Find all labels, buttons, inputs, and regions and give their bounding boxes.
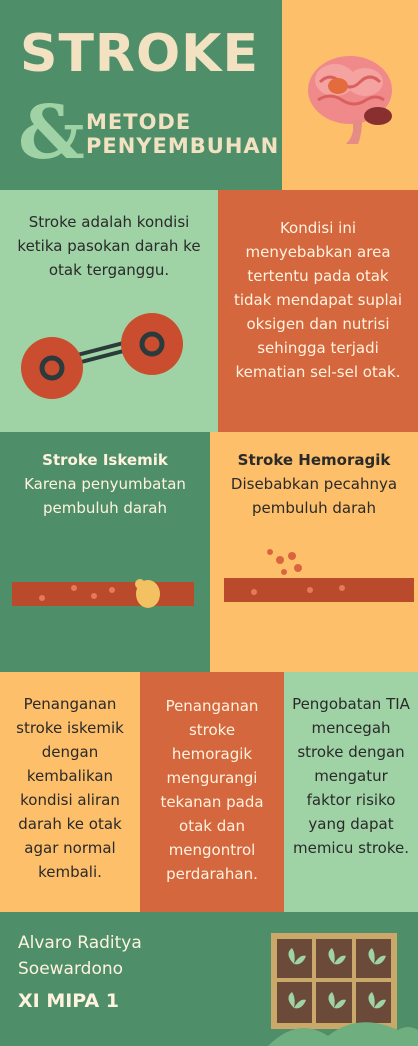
ischemic-block: Stroke Iskemik Karena penyumbatan pembul… (0, 432, 210, 672)
definition-block: Stroke adalah kondisi ketika pasokan dar… (0, 190, 218, 432)
subtitle: METODE PENYEMBUHAN (86, 110, 279, 158)
page-title: STROKE (20, 24, 259, 84)
subtitle-line2: PENYEMBUHAN (86, 134, 280, 158)
treatment-tia-text: Pengobatan TIA mencegah stroke dengan me… (292, 695, 410, 857)
treatment-hemorrhagic-text: Penanganan stroke hemoragik mengurangi t… (160, 697, 264, 883)
author-line2: Soewardono (18, 959, 124, 979)
author-line1: Alvaro Raditya (18, 933, 142, 953)
class-label: XI MIPA 1 (18, 990, 120, 1012)
hemorrhagic-title: Stroke Hemoragik (237, 451, 391, 469)
treatment-hemorrhagic-block: Penanganan stroke hemoragik mengurangi t… (140, 672, 284, 912)
footer: Alvaro Raditya Soewardono XI MIPA 1 (0, 912, 418, 1046)
hemorrhagic-info: Stroke Hemoragik Disebabkan pecahnya pem… (210, 448, 418, 520)
ruptured-vessel-icon (224, 549, 414, 602)
author-name: Alvaro Raditya Soewardono (18, 930, 142, 982)
definition-text: Stroke adalah kondisi ketika pasokan dar… (17, 213, 201, 279)
ischemic-desc: Karena penyumbatan pembuluh darah (24, 475, 186, 517)
effect-text: Kondisi ini menyebabkan area tertentu pa… (233, 219, 402, 381)
plant-tray-icon (268, 933, 418, 1046)
hemorrhagic-block: Stroke Hemoragik Disebabkan pecahnya pem… (210, 432, 418, 672)
treatment-ischemic-text: Penanganan stroke iskemik dengan kembali… (16, 695, 124, 881)
header-title-block: STROKE & METODE PENYEMBUHAN (0, 0, 282, 190)
ischemic-title: Stroke Iskemik (42, 451, 168, 469)
treatment-ischemic-block: Penanganan stroke iskemik dengan kembali… (0, 672, 140, 912)
ischemic-info: Stroke Iskemik Karena penyumbatan pembul… (0, 448, 210, 520)
effect-block: Kondisi ini menyebabkan area tertentu pa… (218, 190, 418, 432)
header-image-block (282, 0, 418, 190)
subtitle-line1: METODE (86, 110, 192, 134)
hemorrhagic-desc: Disebabkan pecahnya pembuluh darah (230, 475, 398, 517)
treatment-tia-block: Pengobatan TIA mencegah stroke dengan me… (284, 672, 418, 912)
ampersand: & (18, 90, 85, 176)
blood-cells-icon (21, 313, 183, 399)
blocked-vessel-icon (12, 579, 194, 608)
brain-icon (308, 56, 392, 144)
